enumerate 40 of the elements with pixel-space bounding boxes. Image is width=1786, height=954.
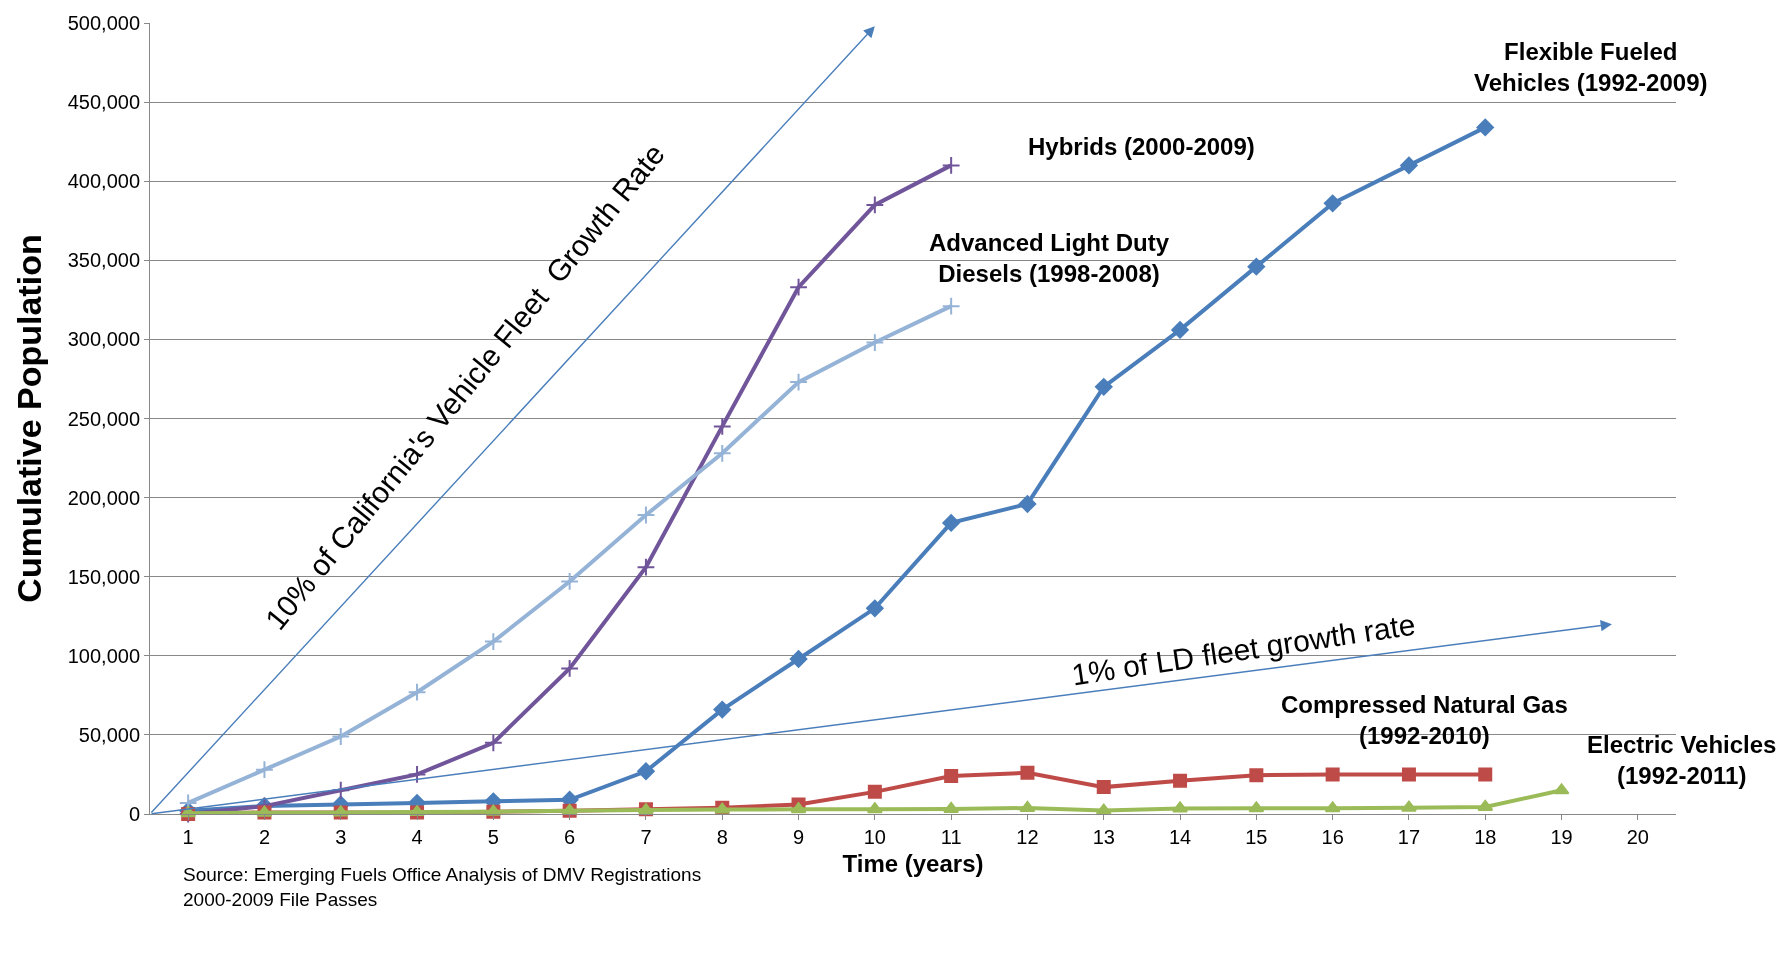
x-tick-label: 5: [487, 826, 499, 848]
source-note: Source: Emerging Fuels Office Analysis of DMV Registrations 2000-2009 File Passes: [183, 864, 702, 910]
x-tick-label: 13: [1092, 826, 1115, 848]
x-tick-label: 10: [863, 826, 886, 848]
x-tick-label: 1: [182, 826, 194, 848]
text: Hybrids (2000-2009): [1028, 133, 1255, 160]
y-tick-label: 350,000: [67, 249, 140, 272]
annotation: 1% of LD fleet growth rate: [1069, 607, 1418, 692]
y-tick-label: 200,000: [67, 486, 140, 509]
x-tick-label: 9: [792, 826, 805, 848]
series-label: Electric Vehicles (1992-2011): [1587, 731, 1777, 790]
x-tick-label: 18: [1474, 826, 1497, 848]
y-tick-label: 500,000: [67, 12, 140, 34]
x-tick-label: 7: [640, 826, 652, 848]
x-tick-label: 17: [1397, 826, 1421, 848]
y-axis-title: Cumulative Population: [10, 234, 49, 603]
y-tick-label: 100,000: [67, 644, 140, 667]
x-tick-label: 14: [1168, 826, 1192, 848]
y-tick-label: 150,000: [67, 565, 140, 588]
series-label: Compressed Natural Gas (1992-2010): [1281, 691, 1568, 750]
series-label: Advanced Light Duty Diesels (1998-2008): [929, 229, 1170, 288]
x-tick-label: 16: [1321, 826, 1344, 848]
x-tick-label: 8: [716, 826, 728, 848]
x-tick-label: 3: [335, 826, 347, 848]
x-tick-label: 15: [1245, 826, 1268, 848]
x-axis-title: Time (years): [842, 850, 984, 878]
y-tick-label: 450,000: [67, 91, 140, 114]
y-tick-label: 50,000: [78, 723, 140, 746]
y-tick-label: 300,000: [67, 328, 140, 351]
y-tick-label: 400,000: [67, 170, 140, 193]
x-tick-label: 2: [258, 826, 271, 848]
x-tick-label: 19: [1550, 826, 1573, 848]
series-label: Flexible Fueled Vehicles (1992-2009): [1474, 38, 1708, 97]
y-tick-label: 250,000: [67, 407, 140, 430]
x-tick-label: 6: [564, 826, 576, 848]
y-tick-label: 0: [128, 803, 140, 825]
x-tick-label: 20: [1626, 826, 1649, 848]
x-tick-label: 4: [411, 826, 423, 848]
x-tick-label: 12: [1016, 826, 1039, 848]
x-tick-label: 11: [940, 826, 962, 848]
